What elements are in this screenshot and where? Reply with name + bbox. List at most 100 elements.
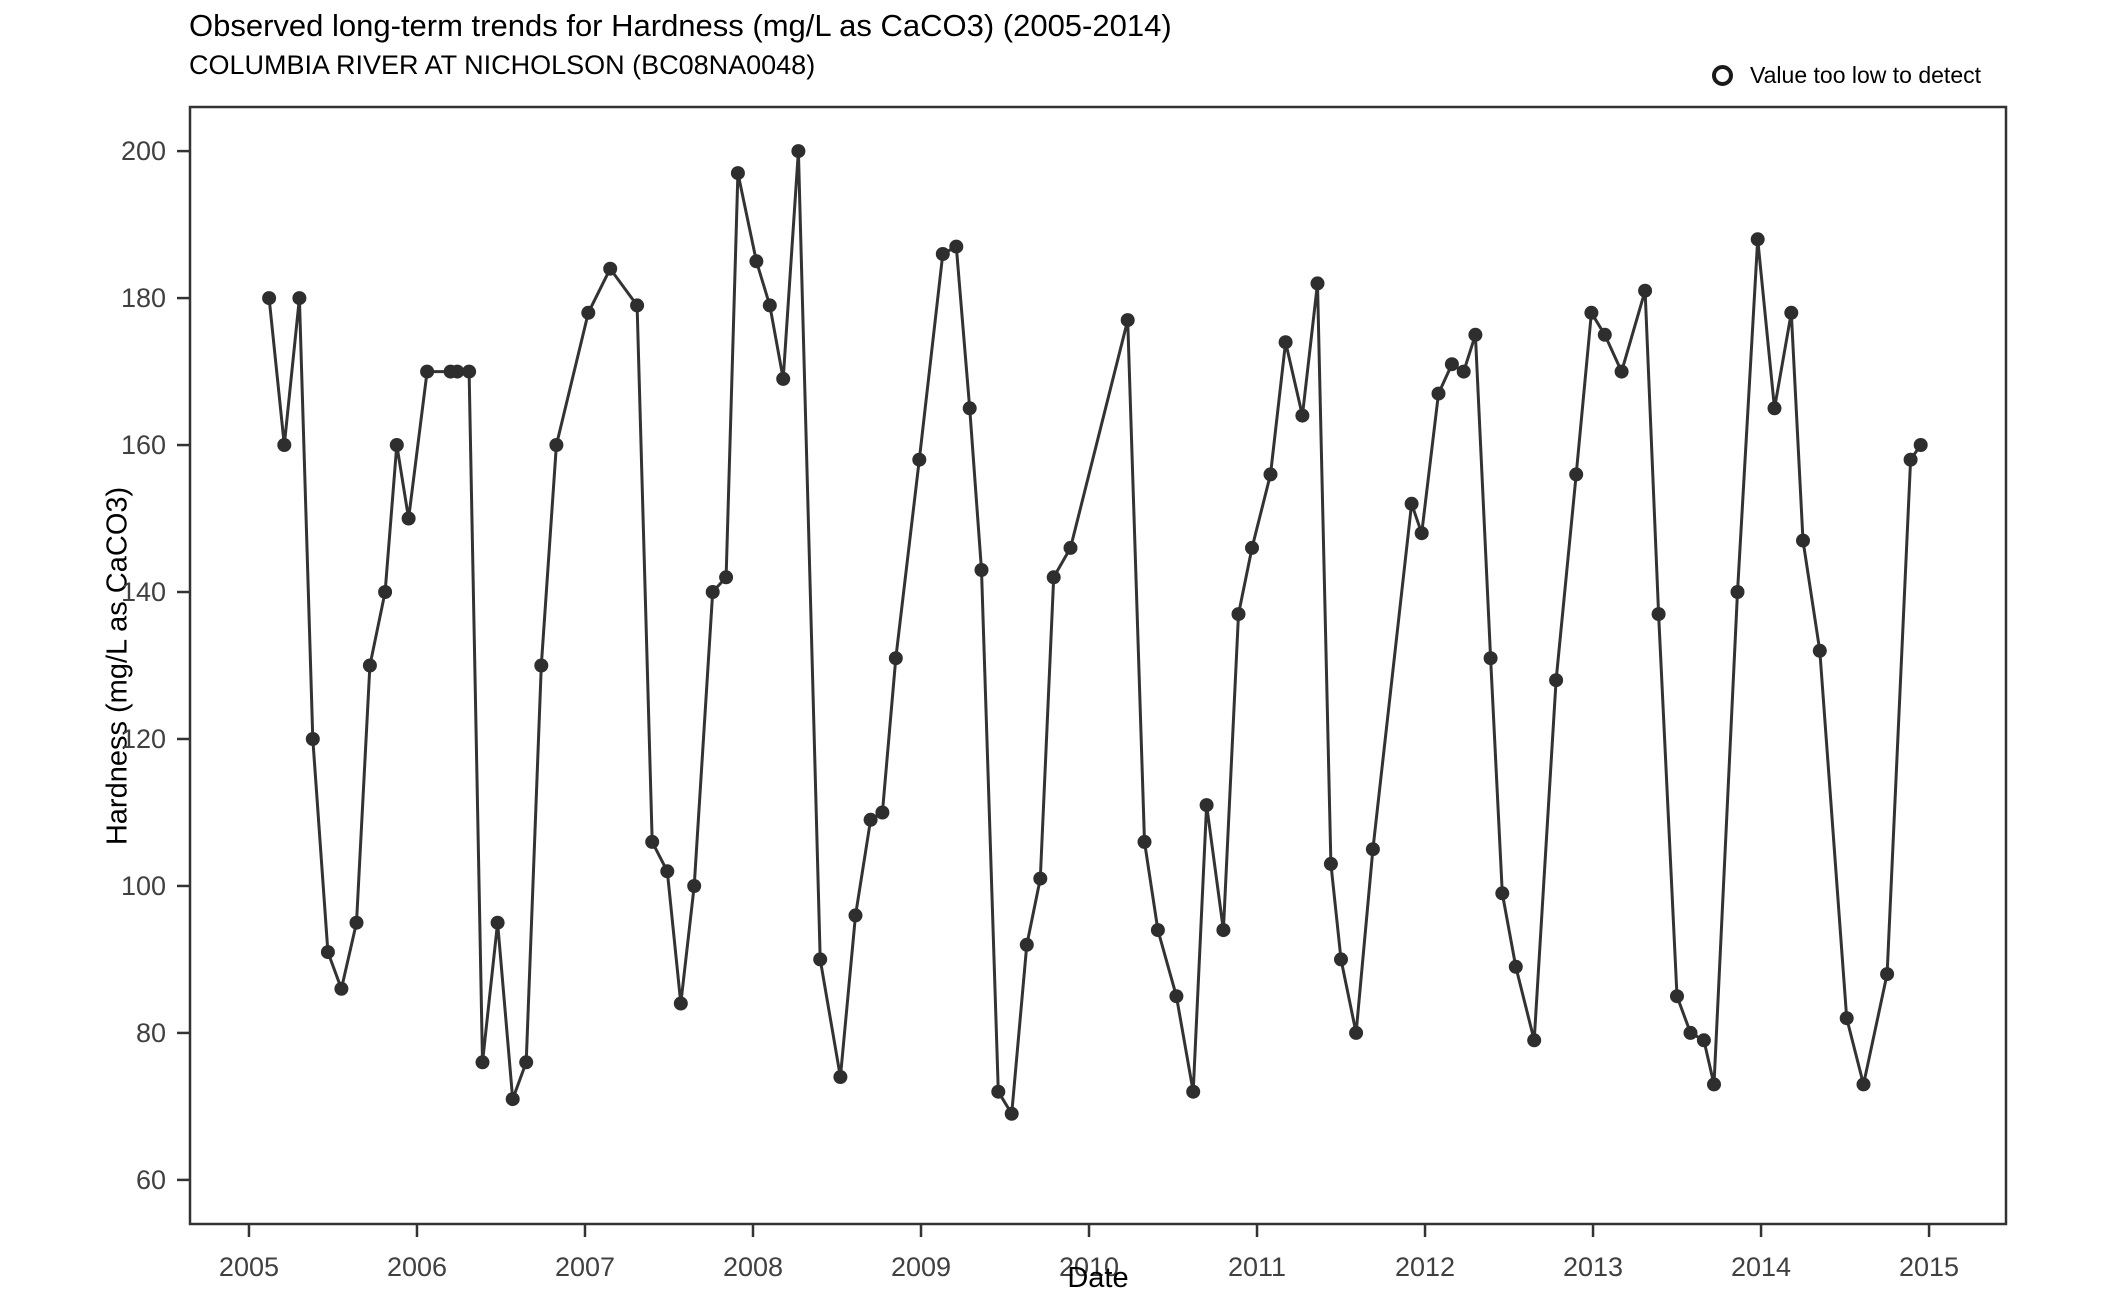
data-point (1365, 842, 1380, 857)
data-point (888, 651, 903, 666)
data-point (719, 570, 734, 585)
data-point (848, 908, 863, 923)
x-tick-label: 2010 (1059, 1252, 1119, 1282)
data-point (1750, 232, 1765, 247)
data-point (749, 254, 764, 269)
data-point (420, 364, 435, 379)
x-tick-label: 2009 (891, 1252, 951, 1282)
data-point (1651, 607, 1666, 622)
data-point (1767, 401, 1782, 416)
data-point (1120, 313, 1135, 328)
open-circle-icon (1712, 65, 1733, 86)
data-point (1263, 467, 1278, 482)
data-point (1812, 643, 1827, 658)
data-point (1495, 886, 1510, 901)
data-point (277, 438, 292, 452)
data-point (475, 1055, 490, 1070)
data-point (603, 261, 618, 276)
data-point (660, 864, 675, 879)
data-point (1334, 952, 1348, 967)
y-tick-label: 180 (121, 283, 166, 313)
data-point (949, 239, 964, 254)
data-point (1696, 1033, 1711, 1048)
data-point (519, 1055, 534, 1070)
data-point (505, 1092, 520, 1107)
data-point (1019, 937, 1034, 952)
data-point (1404, 496, 1419, 511)
data-point (1349, 1025, 1364, 1040)
data-point (292, 291, 307, 306)
legend: Value too low to detect (1712, 62, 1981, 89)
data-point (1199, 798, 1214, 813)
data-point (863, 812, 878, 827)
x-tick-label: 2005 (219, 1252, 279, 1282)
data-point (1880, 967, 1895, 982)
data-point (1483, 651, 1498, 666)
data-point (320, 945, 335, 960)
data-point (1856, 1077, 1871, 1092)
data-point (1216, 923, 1231, 938)
data-point (389, 438, 404, 452)
y-tick-label: 200 (121, 136, 166, 166)
data-point (974, 563, 989, 577)
page-title: Observed long-term trends for Hardness (… (189, 8, 1172, 43)
data-point (1597, 327, 1612, 342)
data-point (1913, 438, 1928, 452)
data-point (762, 298, 777, 313)
data-point (1278, 335, 1293, 350)
data-point (349, 915, 364, 930)
x-tick-label: 2012 (1395, 1252, 1455, 1282)
y-tick-label: 120 (121, 724, 166, 754)
x-axis-title: Date (1067, 1262, 1129, 1294)
data-point (991, 1084, 1006, 1099)
data-point (490, 915, 505, 930)
data-point (1414, 526, 1429, 541)
data-point (1683, 1025, 1698, 1040)
data-point (334, 981, 349, 996)
data-point (1614, 364, 1629, 379)
data-point (1456, 364, 1471, 379)
data-point (875, 805, 890, 820)
y-tick-label: 140 (121, 577, 166, 607)
data-point (776, 371, 791, 386)
x-tick-label: 2013 (1563, 1252, 1623, 1282)
data-point (534, 658, 549, 673)
data-point (1150, 923, 1165, 938)
y-tick-label: 160 (121, 430, 166, 460)
data-point (462, 364, 477, 379)
data-point (1730, 585, 1745, 599)
plot-panel (188, 105, 2008, 1226)
y-tick-label: 100 (121, 871, 166, 901)
data-point (1431, 386, 1446, 401)
data-point (1310, 276, 1325, 291)
data-point (1784, 305, 1799, 320)
page-subtitle: COLUMBIA RIVER AT NICHOLSON (BC08NA0048) (189, 50, 816, 80)
data-point (549, 438, 564, 452)
data-point (1796, 533, 1810, 548)
data-point (450, 364, 465, 379)
data-point (1444, 357, 1459, 372)
data-point (1295, 408, 1310, 423)
data-point (1670, 989, 1684, 1004)
data-point (1186, 1084, 1201, 1099)
data-point (1707, 1077, 1721, 1092)
data-point (1137, 834, 1152, 849)
y-tick-label: 80 (136, 1018, 166, 1048)
legend-label: Value too low to detect (1750, 62, 1981, 88)
data-point (401, 511, 416, 526)
data-point (1839, 1011, 1854, 1026)
data-point (1508, 959, 1523, 974)
data-point (1004, 1106, 1019, 1121)
data-point (1638, 283, 1653, 298)
data-point (1569, 467, 1584, 482)
data-point (1033, 871, 1048, 886)
data-point (705, 585, 720, 599)
data-point (645, 834, 660, 849)
data-point (581, 305, 596, 320)
data-point (1549, 673, 1564, 688)
data-point (1584, 305, 1599, 320)
data-point (362, 658, 377, 673)
data-point (673, 996, 688, 1011)
